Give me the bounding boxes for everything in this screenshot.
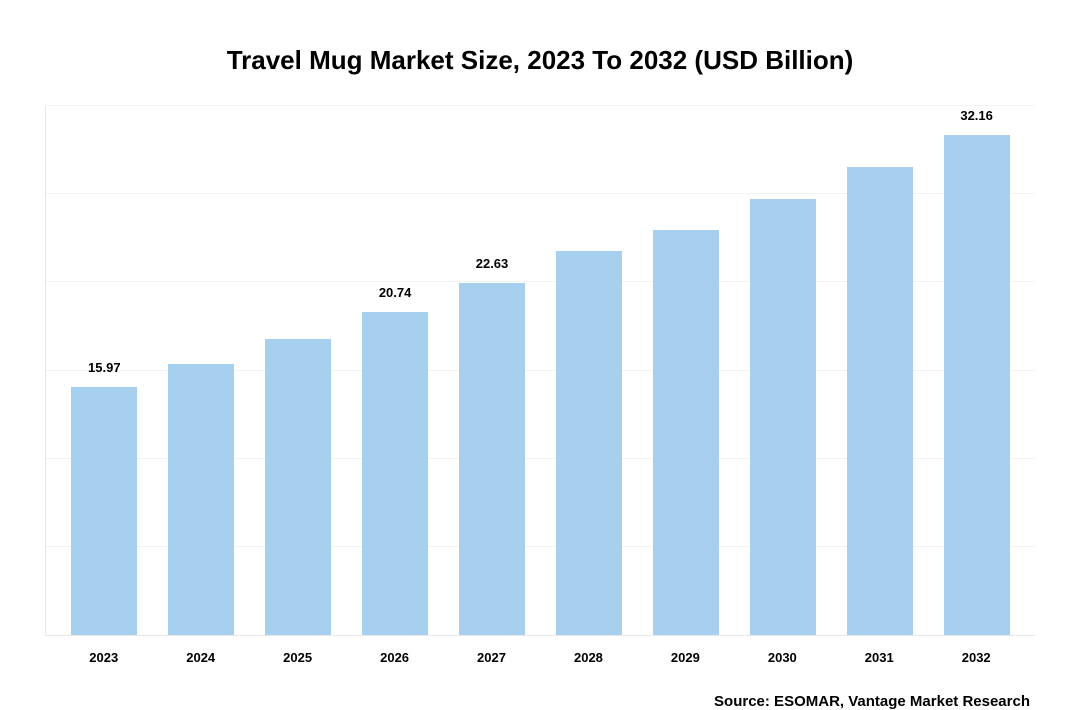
value-label: 32.16	[960, 108, 993, 123]
bar-slot	[153, 106, 250, 635]
x-tick: 2025	[249, 650, 346, 665]
bar-slot	[250, 106, 347, 635]
x-tick: 2031	[831, 650, 928, 665]
bar-slot: 20.74	[347, 106, 444, 635]
bar	[265, 339, 331, 635]
chart-container: Travel Mug Market Size, 2023 To 2032 (US…	[0, 0, 1080, 700]
bar	[459, 283, 525, 635]
source-label: Source: ESOMAR, Vantage Market Research	[25, 693, 1030, 710]
x-tick: 2023	[55, 650, 152, 665]
bar-slot	[734, 106, 831, 635]
bar	[847, 167, 913, 635]
x-tick: 2024	[152, 650, 249, 665]
x-tick: 2026	[346, 650, 443, 665]
value-label: 22.63	[476, 256, 509, 271]
bar-slot: 22.63	[444, 106, 541, 635]
bar-slot: 15.97	[56, 106, 153, 635]
bar	[556, 251, 622, 635]
bar-slot	[540, 106, 637, 635]
x-tick: 2030	[734, 650, 831, 665]
bar	[362, 312, 428, 635]
value-label: 20.74	[379, 285, 412, 300]
bar	[944, 135, 1010, 635]
bar	[71, 387, 137, 635]
plot-area: 15.97 20.74 22.63 32.16	[45, 106, 1035, 636]
value-label: 15.97	[88, 360, 121, 375]
bar	[168, 364, 234, 635]
x-tick: 2027	[443, 650, 540, 665]
chart-title: Travel Mug Market Size, 2023 To 2032 (US…	[25, 45, 1055, 76]
bar-slot	[637, 106, 734, 635]
x-tick: 2032	[928, 650, 1025, 665]
bar	[750, 199, 816, 635]
bar-slot	[831, 106, 928, 635]
x-tick: 2029	[637, 650, 734, 665]
bar	[653, 230, 719, 635]
bars-group: 15.97 20.74 22.63 32.16	[46, 106, 1035, 635]
bar-slot: 32.16	[928, 106, 1025, 635]
x-tick: 2028	[540, 650, 637, 665]
x-axis: 2023202420252026202720282029203020312032	[45, 650, 1035, 665]
